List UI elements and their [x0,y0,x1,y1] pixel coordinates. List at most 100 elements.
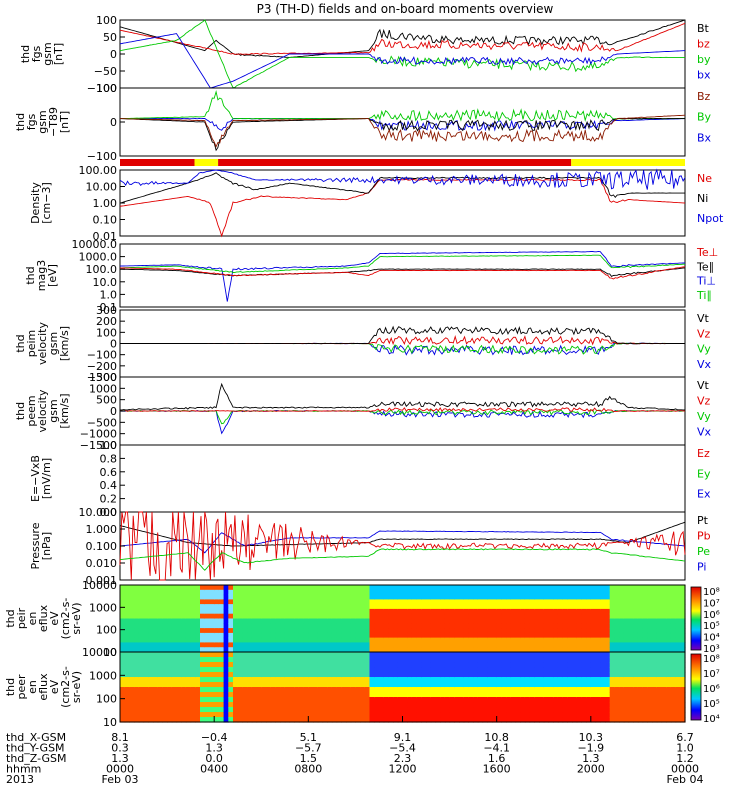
spectrogram-cell [237,613,243,620]
spectrogram-cell [247,613,253,620]
spectrogram-cell [233,697,239,703]
spectrogram-cell [468,628,474,634]
spectrogram-cell [195,589,201,596]
spectrogram-cell [482,652,488,658]
spectrogram-cell [444,692,451,698]
spectrogram-cell [444,667,451,673]
spectrogram-cell [619,589,625,596]
spectrogram-cell [567,599,573,605]
spectrogram-cell [656,642,663,648]
spectrogram-cell [383,687,389,693]
spectrogram-cell [666,717,672,723]
spectrogram-cell [553,628,559,634]
spectrogram-cell [204,599,211,605]
spectrogram-cell [581,628,587,634]
spectrogram-cell [162,652,168,658]
spectrogram-cell [369,585,375,591]
spectrogram-cell [600,687,606,693]
spectrogram-cell [214,657,220,663]
spectrogram-cell [590,702,597,708]
spectrogram-cell [586,618,592,624]
spectrogram-cell [256,599,262,605]
spectrogram-cell [374,712,380,718]
spectrogram-cell [233,604,239,610]
spectrogram-cell [379,702,385,708]
spectrogram-cell [157,667,163,673]
spectrogram-cell [346,717,352,723]
spectrogram-cell [548,599,554,605]
spectrogram-cell [341,702,347,708]
spectrogram-cell [162,647,168,653]
spectrogram-cell [586,687,592,693]
y-tick-label: 0.10 [93,214,118,227]
spectrogram-cell [261,632,267,639]
x-axis-row-label: thd_Z-GSM [6,752,66,765]
spectrogram-cell [331,702,338,708]
spectrogram-cell [322,632,328,639]
spectrogram-cell [317,717,324,723]
spectrogram-cell [124,628,130,634]
spectrogram-cell [633,687,639,693]
spectrogram-cell [421,642,427,648]
spectrogram-cell [294,642,300,648]
spectrogram-cell [529,692,535,698]
spectrogram-cell [515,697,521,703]
spectrogram-cell [280,692,286,698]
spectrogram-cell [223,623,229,629]
spectrogram-cell [176,677,182,683]
spectrogram-cell [322,604,328,610]
spectrogram-cell [209,642,215,648]
spectrogram-cell [331,585,338,591]
spectrogram-cell [562,697,568,703]
spectrogram-cell [270,677,276,683]
spectrogram-cell [637,717,644,723]
spectrogram-cell [298,687,305,693]
spectrogram-cell [157,702,163,708]
spectrogram-cell [548,623,554,629]
spectrogram-cell [350,618,356,624]
spectrogram-cell [322,585,328,591]
spectrogram-cell [218,585,225,591]
spectrogram-cell [520,594,526,600]
spectrogram-cell [430,599,437,605]
spectrogram-cell [162,589,168,596]
spectrogram-cell [605,642,611,648]
spectrogram-cell [553,702,559,708]
spectrogram-cell [463,652,469,658]
spectrogram-cell [280,672,286,678]
spectrogram-cell [247,667,253,673]
spectrogram-cell [501,702,507,708]
spectrogram-cell [633,608,639,615]
spectrogram-cell [143,672,149,678]
spectrogram-cell [388,692,394,698]
spectrogram-cell [628,707,634,713]
spectrogram-cell [416,618,422,624]
spectrogram-cell [440,702,446,708]
spectrogram-cell [327,599,333,605]
spectrogram-cell [364,687,371,693]
spectrogram-cell [247,692,253,698]
spectrogram-cell [595,623,601,629]
spectrogram-cell [435,628,441,634]
spectrogram-cell [411,707,418,713]
spectrogram-cell [251,672,258,678]
spectrogram-cell [181,613,187,620]
spectrogram-cell [218,637,225,643]
spectrogram-cell [303,585,309,591]
series-line-red [120,334,685,346]
spectrogram-cell [181,632,187,639]
spectrogram-cell [153,613,159,620]
spectrogram-cell [670,623,677,629]
spectrogram-cell [435,613,441,620]
legend-label: Vx [697,426,712,439]
spectrogram-cell [421,712,427,718]
spectrogram-cell [383,667,389,673]
spectrogram-cell [548,628,554,634]
spectrogram-cell [623,677,630,683]
spectrogram-cell [350,604,356,610]
spectrogram-cell [331,642,338,648]
spectrogram-cell [492,618,498,624]
panel-ve: 150010005000−500−1000−1500thdpeemvelocit… [14,371,712,452]
spectrogram-cell [520,637,526,643]
